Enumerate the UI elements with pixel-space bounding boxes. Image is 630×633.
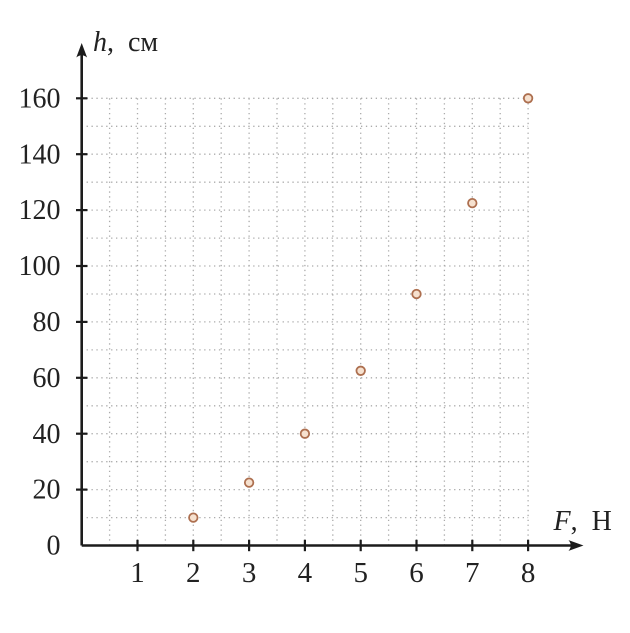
svg-text:6: 6 bbox=[409, 557, 424, 589]
svg-text:4: 4 bbox=[298, 557, 313, 589]
svg-text:40: 40 bbox=[33, 419, 61, 450]
svg-text:20: 20 bbox=[33, 475, 61, 506]
svg-text:2: 2 bbox=[186, 557, 201, 589]
svg-text:140: 140 bbox=[19, 139, 61, 170]
svg-text:1: 1 bbox=[130, 557, 145, 589]
svg-text:160: 160 bbox=[19, 83, 61, 114]
svg-text:0: 0 bbox=[47, 531, 61, 562]
svg-text:60: 60 bbox=[33, 363, 61, 394]
svg-text:120: 120 bbox=[19, 195, 61, 226]
svg-text:h, см: h, см bbox=[93, 27, 158, 58]
svg-text:100: 100 bbox=[19, 251, 61, 282]
svg-text:80: 80 bbox=[33, 307, 61, 338]
svg-text:3: 3 bbox=[242, 557, 257, 589]
svg-text:7: 7 bbox=[465, 557, 480, 589]
svg-text:F, Н: F, Н bbox=[553, 506, 612, 537]
svg-text:8: 8 bbox=[521, 557, 536, 589]
svg-text:5: 5 bbox=[353, 557, 368, 589]
